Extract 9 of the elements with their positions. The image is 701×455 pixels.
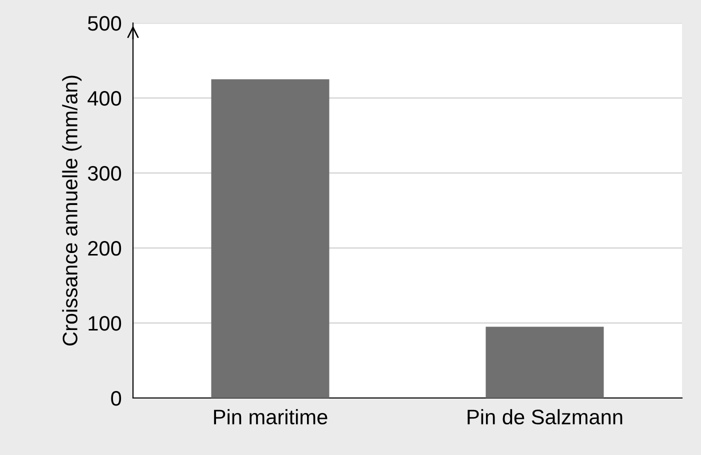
- y-tick-label: 200: [88, 241, 122, 256]
- x-tick-label: Pin maritime: [214, 409, 328, 424]
- x-tick-label: Pin de Salzmann: [468, 409, 622, 424]
- y-tick-label: 0: [111, 391, 122, 406]
- y-tick-label: 100: [88, 316, 122, 331]
- y-axis-title: Croissance annuelle (mm/an): [62, 76, 82, 346]
- y-tick-label: 400: [88, 91, 122, 106]
- y-tick-label: 500: [88, 16, 122, 31]
- y-tick-label: 300: [88, 166, 122, 181]
